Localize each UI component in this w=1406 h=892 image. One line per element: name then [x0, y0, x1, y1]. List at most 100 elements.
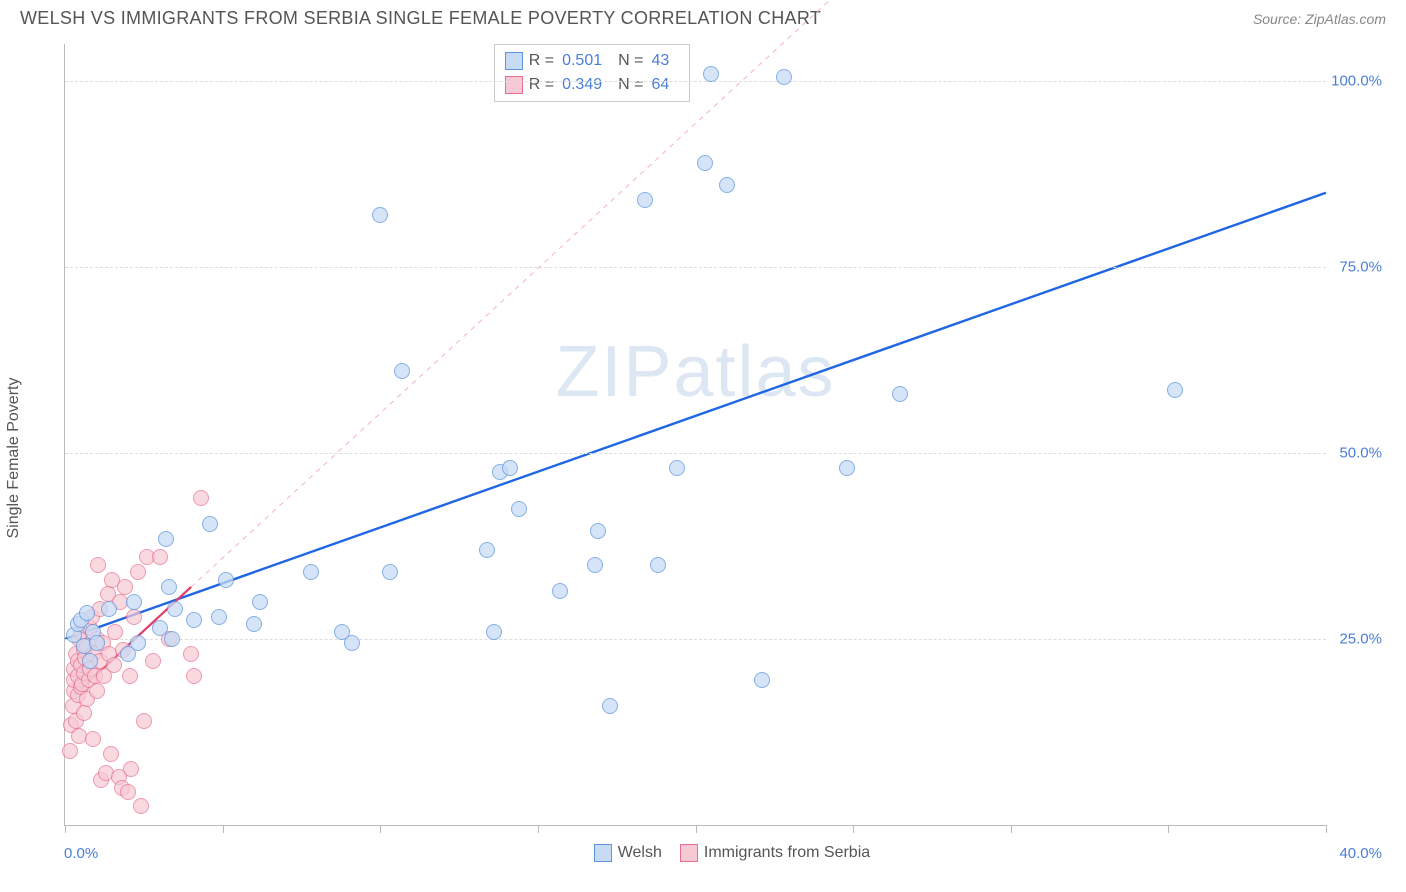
series-legend: Welsh Immigrants from Serbia — [594, 844, 870, 862]
data-point-welsh — [394, 363, 410, 379]
stat-R-label: R = — [529, 49, 554, 73]
page-title: WELSH VS IMMIGRANTS FROM SERBIA SINGLE F… — [20, 8, 821, 29]
x-tick — [696, 825, 697, 833]
y-tick-label: 25.0% — [1330, 631, 1382, 648]
y-tick-label: 50.0% — [1330, 445, 1382, 462]
data-point-serbia — [76, 705, 92, 721]
data-point-serbia — [103, 746, 119, 762]
data-point-welsh — [669, 460, 685, 476]
data-point-welsh — [719, 177, 735, 193]
stat-N-welsh: 43 — [651, 49, 669, 73]
data-point-welsh — [161, 579, 177, 595]
chart-container: Single Female Poverty ZIPatlas R = 0.501… — [20, 44, 1386, 872]
data-point-welsh — [246, 616, 262, 632]
data-point-welsh — [158, 531, 174, 547]
stat-N-serbia: 64 — [651, 73, 669, 97]
data-point-serbia — [183, 646, 199, 662]
data-point-welsh — [89, 635, 105, 651]
data-point-welsh — [1167, 382, 1183, 398]
data-point-welsh — [479, 542, 495, 558]
data-point-welsh — [126, 594, 142, 610]
x-tick — [65, 825, 66, 833]
data-point-welsh — [511, 501, 527, 517]
stats-row-serbia: R = 0.349 N = 64 — [505, 73, 680, 97]
data-point-serbia — [117, 579, 133, 595]
data-point-welsh — [211, 609, 227, 625]
watermark: ZIPatlas — [555, 331, 835, 413]
stat-N-label: N = — [618, 49, 643, 73]
data-point-serbia — [89, 683, 105, 699]
scatter-plot: ZIPatlas R = 0.501 N = 43 R = 0.349 N = … — [64, 44, 1326, 826]
x-tick — [380, 825, 381, 833]
data-point-welsh — [697, 155, 713, 171]
legend-label: Immigrants from Serbia — [704, 844, 870, 862]
data-point-welsh — [82, 653, 98, 669]
y-axis-label: Single Female Poverty — [5, 378, 23, 539]
data-point-serbia — [126, 609, 142, 625]
grid-line — [65, 453, 1326, 454]
data-point-serbia — [130, 564, 146, 580]
data-point-serbia — [133, 798, 149, 814]
data-point-serbia — [90, 557, 106, 573]
x-tick — [1011, 825, 1012, 833]
legend-item-welsh: Welsh — [594, 844, 662, 862]
trend-line — [65, 193, 1326, 639]
y-tick-label: 100.0% — [1330, 73, 1382, 90]
x-tick — [1326, 825, 1327, 833]
data-point-welsh — [382, 564, 398, 580]
data-point-welsh — [703, 66, 719, 82]
y-tick-label: 75.0% — [1330, 259, 1382, 276]
data-point-serbia — [120, 784, 136, 800]
swatch-serbia — [680, 844, 698, 862]
stat-R-welsh: 0.501 — [562, 49, 602, 73]
data-point-welsh — [590, 523, 606, 539]
x-axis-min: 0.0% — [64, 845, 98, 862]
x-tick — [538, 825, 539, 833]
data-point-welsh — [602, 698, 618, 714]
data-point-serbia — [122, 668, 138, 684]
data-point-welsh — [650, 557, 666, 573]
data-point-welsh — [839, 460, 855, 476]
data-point-welsh — [637, 192, 653, 208]
data-point-serbia — [85, 731, 101, 747]
grid-line — [65, 639, 1326, 640]
data-point-welsh — [101, 601, 117, 617]
data-point-serbia — [62, 743, 78, 759]
legend-label: Welsh — [618, 844, 662, 862]
data-point-serbia — [193, 490, 209, 506]
data-point-serbia — [106, 657, 122, 673]
data-point-welsh — [186, 612, 202, 628]
data-point-welsh — [486, 624, 502, 640]
x-tick — [1168, 825, 1169, 833]
data-point-serbia — [152, 549, 168, 565]
stat-N-label: N = — [618, 73, 643, 97]
data-point-welsh — [218, 572, 234, 588]
stats-row-welsh: R = 0.501 N = 43 — [505, 49, 680, 73]
data-point-welsh — [552, 583, 568, 599]
source-label: Source: ZipAtlas.com — [1253, 11, 1386, 27]
data-point-welsh — [167, 601, 183, 617]
data-point-welsh — [202, 516, 218, 532]
grid-line — [65, 81, 1326, 82]
swatch-welsh — [594, 844, 612, 862]
trend-lines — [65, 44, 1326, 825]
grid-line — [65, 267, 1326, 268]
data-point-serbia — [145, 653, 161, 669]
data-point-welsh — [164, 631, 180, 647]
swatch-welsh — [505, 52, 523, 70]
data-point-welsh — [776, 69, 792, 85]
data-point-welsh — [372, 207, 388, 223]
data-point-welsh — [344, 635, 360, 651]
data-point-serbia — [107, 624, 123, 640]
stat-R-label: R = — [529, 73, 554, 97]
data-point-serbia — [186, 668, 202, 684]
data-point-welsh — [754, 672, 770, 688]
data-point-welsh — [79, 605, 95, 621]
x-tick — [853, 825, 854, 833]
swatch-serbia — [505, 76, 523, 94]
stat-R-serbia: 0.349 — [562, 73, 602, 97]
x-axis-max: 40.0% — [1339, 845, 1382, 862]
data-point-welsh — [892, 386, 908, 402]
legend-item-serbia: Immigrants from Serbia — [680, 844, 870, 862]
data-point-serbia — [123, 761, 139, 777]
